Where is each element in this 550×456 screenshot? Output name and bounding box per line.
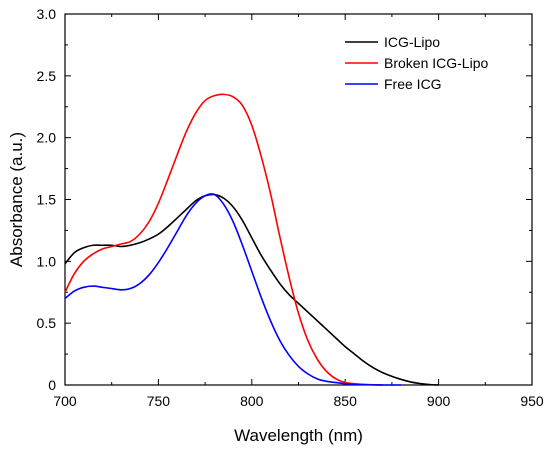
series-layer xyxy=(64,93,439,386)
series-line-icg-lipo xyxy=(64,193,439,386)
y-tick-label: 3.0 xyxy=(37,6,57,22)
legend-label-icg-lipo: ICG-Lipo xyxy=(384,34,440,50)
x-axis-title: Wavelength (nm) xyxy=(234,426,363,445)
series-line-broken-icg-lipo xyxy=(64,93,383,386)
x-tick-label: 750 xyxy=(147,393,171,409)
x-tick-label: 850 xyxy=(334,393,358,409)
y-axis-title: Absorbance (a.u.) xyxy=(7,132,26,267)
series-line-free-icg xyxy=(64,193,402,386)
x-tick-label: 700 xyxy=(53,393,77,409)
legend: ICG-Lipo Broken ICG-Lipo Free ICG xyxy=(345,34,488,92)
x-tick-label: 950 xyxy=(520,393,544,409)
axes: 700 750 800 850 900 950 0 0.5 1.0 1.5 2.0 2.5 3.0 xyxy=(37,6,544,409)
y-tick-label: 1.5 xyxy=(37,192,57,208)
y-tick-label: 0.5 xyxy=(37,315,57,331)
y-tick-label: 2.5 xyxy=(37,68,57,84)
x-tick-label: 800 xyxy=(240,393,264,409)
y-tick-label: 0 xyxy=(48,377,56,393)
y-tick-label: 2.0 xyxy=(37,130,57,146)
y-tick-label: 1.0 xyxy=(37,253,57,269)
x-tick-label: 900 xyxy=(427,393,451,409)
legend-label-broken-icg-lipo: Broken ICG-Lipo xyxy=(384,55,488,71)
legend-label-free-icg: Free ICG xyxy=(384,76,442,92)
